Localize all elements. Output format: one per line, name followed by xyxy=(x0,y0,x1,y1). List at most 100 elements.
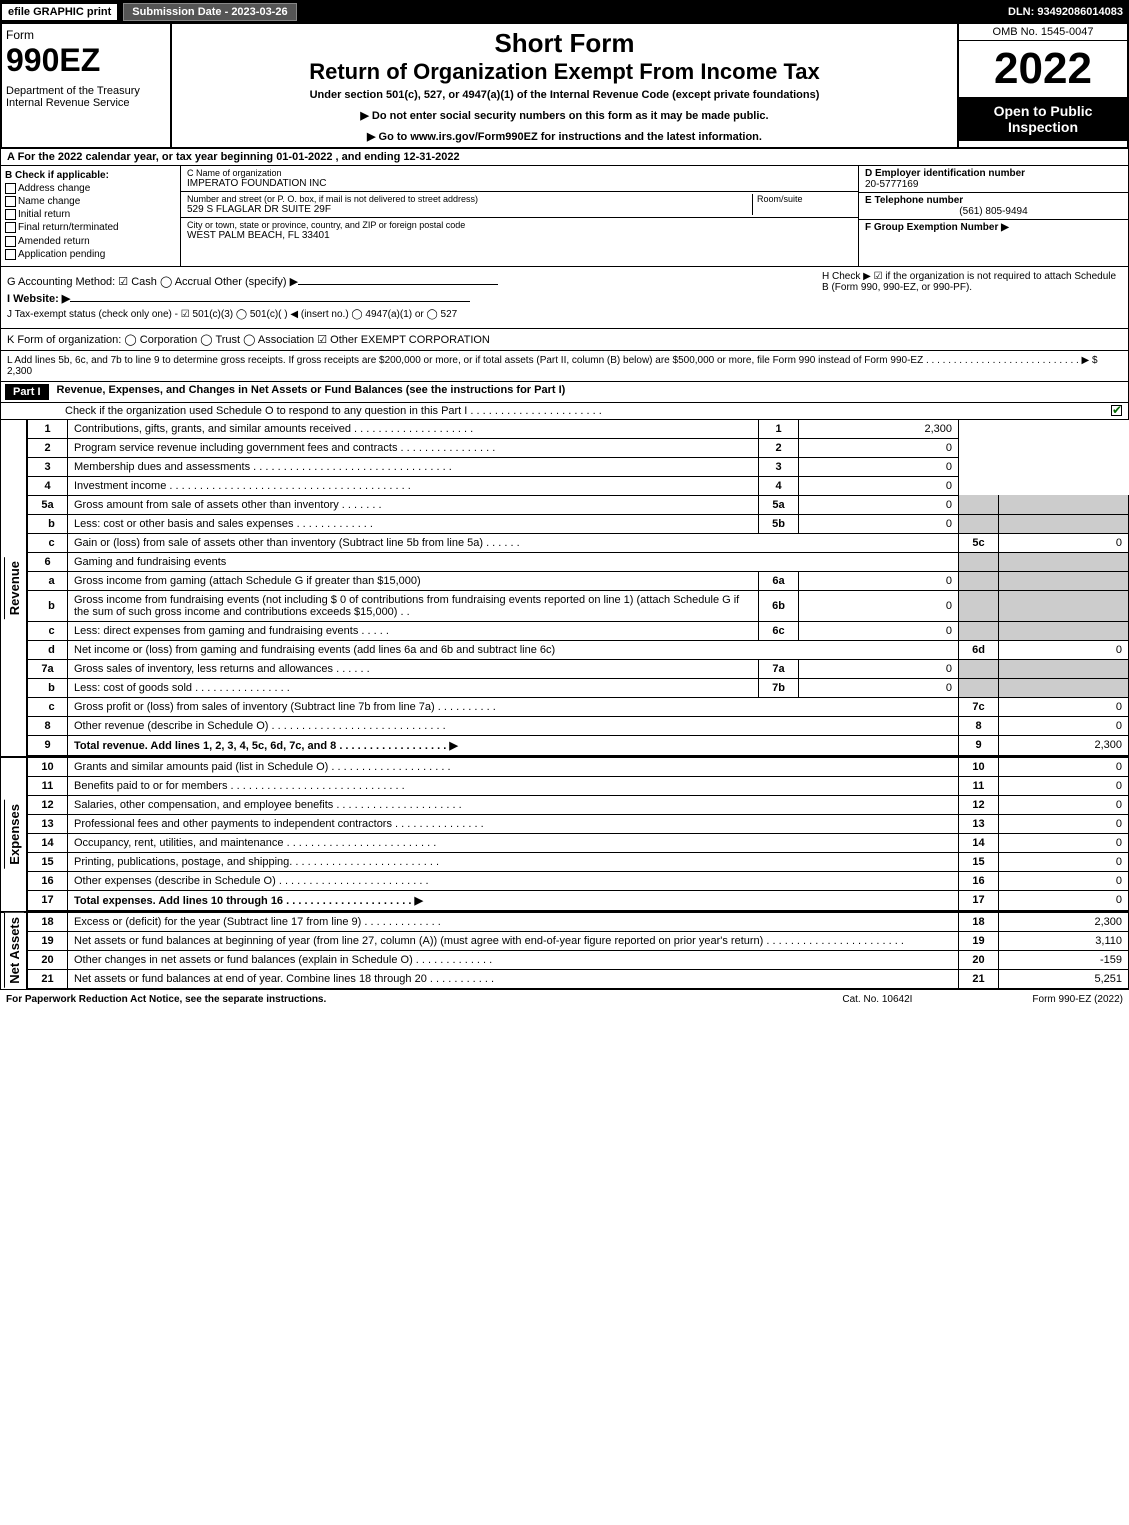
check-name-change[interactable]: Name change xyxy=(5,196,176,207)
line-ref: 15 xyxy=(959,852,999,871)
section-b-header: B Check if applicable: xyxy=(5,170,176,181)
table-row: cLess: direct expenses from gaming and f… xyxy=(28,621,1129,640)
check-application-pending[interactable]: Application pending xyxy=(5,249,176,260)
ein-value: 20-5777169 xyxy=(865,179,918,190)
line-amount: 0 xyxy=(999,640,1129,659)
form-ref: Form 990-EZ (2022) xyxy=(1032,994,1123,1005)
shade-cell xyxy=(959,590,999,621)
section-e: E Telephone number (561) 805-9494 xyxy=(859,193,1128,220)
table-row: 21Net assets or fund balances at end of … xyxy=(28,969,1129,988)
line-desc: Gross profit or (loss) from sales of inv… xyxy=(68,697,959,716)
revenue-vlabel: Revenue xyxy=(4,557,24,619)
shade-cell xyxy=(959,621,999,640)
table-row: cGain or (loss) from sale of assets othe… xyxy=(28,533,1129,552)
line-num: 10 xyxy=(28,758,68,777)
line-desc: Program service revenue including govern… xyxy=(68,438,759,457)
line-ref: 1 xyxy=(759,420,799,439)
shade-cell xyxy=(959,571,999,590)
form-number: 990EZ xyxy=(6,42,166,79)
line-num: 5a xyxy=(28,495,68,514)
check-initial-return[interactable]: Initial return xyxy=(5,209,176,220)
line-amount: 2,300 xyxy=(799,420,959,439)
inline-amount: 0 xyxy=(799,659,959,678)
efile-print-button[interactable]: efile GRAPHIC print xyxy=(0,2,119,22)
check-final-return[interactable]: Final return/terminated xyxy=(5,222,176,233)
check-label: Initial return xyxy=(18,209,70,220)
line-num: 4 xyxy=(28,476,68,495)
shade-cell xyxy=(999,571,1129,590)
line-num: d xyxy=(28,640,68,659)
table-row: 20Other changes in net assets or fund ba… xyxy=(28,950,1129,969)
line-desc: Occupancy, rent, utilities, and maintena… xyxy=(68,833,959,852)
other-specify-input[interactable] xyxy=(298,284,498,285)
line-amount: 0 xyxy=(999,814,1129,833)
line-num: 9 xyxy=(28,735,68,755)
inline-box: 5a xyxy=(759,495,799,514)
line-num: 20 xyxy=(28,950,68,969)
line-amount: 0 xyxy=(799,476,959,495)
schedule-o-checkbox[interactable] xyxy=(1111,405,1122,416)
line-ref: 4 xyxy=(759,476,799,495)
inline-amount: 0 xyxy=(799,495,959,514)
line-amount: 3,110 xyxy=(999,931,1129,950)
phone-label: E Telephone number xyxy=(865,195,963,206)
table-row: 9Total revenue. Add lines 1, 2, 3, 4, 5c… xyxy=(28,735,1129,755)
line-desc: Membership dues and assessments . . . . … xyxy=(68,457,759,476)
org-city: WEST PALM BEACH, FL 33401 xyxy=(187,230,852,241)
table-row: 8Other revenue (describe in Schedule O) … xyxy=(28,716,1129,735)
table-row: 4Investment income . . . . . . . . . . .… xyxy=(28,476,1129,495)
line-num: 1 xyxy=(28,420,68,439)
revenue-table: 1Contributions, gifts, grants, and simil… xyxy=(27,420,1129,756)
table-row: dNet income or (loss) from gaming and fu… xyxy=(28,640,1129,659)
shade-cell xyxy=(959,678,999,697)
part-i-subtitle: Check if the organization used Schedule … xyxy=(5,405,1111,417)
line-num: 8 xyxy=(28,716,68,735)
header-center: Short Form Return of Organization Exempt… xyxy=(172,24,957,147)
line-amount: 0 xyxy=(999,890,1129,910)
line-desc: Less: cost of goods sold . . . . . . . .… xyxy=(68,678,759,697)
line-num: c xyxy=(28,621,68,640)
line-num: 13 xyxy=(28,814,68,833)
line-num: b xyxy=(28,678,68,697)
line-desc: Net assets or fund balances at beginning… xyxy=(68,931,959,950)
table-row: 5aGross amount from sale of assets other… xyxy=(28,495,1129,514)
section-ghij: G Accounting Method: ☑ Cash ◯ Accrual Ot… xyxy=(0,267,1129,329)
ein-label: D Employer identification number xyxy=(865,168,1025,179)
cat-no: Cat. No. 10642I xyxy=(842,994,912,1005)
line-desc: Benefits paid to or for members . . . . … xyxy=(68,776,959,795)
check-address-change[interactable]: Address change xyxy=(5,183,176,194)
table-row: cGross profit or (loss) from sales of in… xyxy=(28,697,1129,716)
inline-amount: 0 xyxy=(799,621,959,640)
line-num: 12 xyxy=(28,795,68,814)
tax-year: 2022 xyxy=(959,41,1127,97)
inline-box: 7a xyxy=(759,659,799,678)
check-label: Address change xyxy=(18,183,90,194)
department: Department of the Treasury Internal Reve… xyxy=(6,85,166,109)
irs-link[interactable]: ▶ Go to www.irs.gov/Form990EZ for instru… xyxy=(176,130,953,143)
line-num: 19 xyxy=(28,931,68,950)
line-num: 6 xyxy=(28,552,68,571)
title-short-form: Short Form xyxy=(176,28,953,59)
shade-cell xyxy=(959,552,999,571)
line-desc: Excess or (deficit) for the year (Subtra… xyxy=(68,913,959,932)
line-num: 16 xyxy=(28,871,68,890)
line-ref: 13 xyxy=(959,814,999,833)
org-name-label: C Name of organization xyxy=(187,168,852,178)
check-label: Amended return xyxy=(18,236,90,247)
line-ref: 21 xyxy=(959,969,999,988)
table-row: aGross income from gaming (attach Schedu… xyxy=(28,571,1129,590)
check-amended-return[interactable]: Amended return xyxy=(5,236,176,247)
line-amount: 0 xyxy=(999,697,1129,716)
form-label: Form xyxy=(6,28,166,42)
line-num: 15 xyxy=(28,852,68,871)
website-input[interactable] xyxy=(70,301,470,302)
shade-cell xyxy=(999,590,1129,621)
line-amount: 0 xyxy=(999,795,1129,814)
expenses-section: Expenses 10Grants and similar amounts pa… xyxy=(0,756,1129,911)
line-amount: 0 xyxy=(799,438,959,457)
table-row: bLess: cost or other basis and sales exp… xyxy=(28,514,1129,533)
revenue-section: Revenue 1Contributions, gifts, grants, a… xyxy=(0,420,1129,756)
table-row: 7aGross sales of inventory, less returns… xyxy=(28,659,1129,678)
subtitle: Under section 501(c), 527, or 4947(a)(1)… xyxy=(176,89,953,101)
table-row: 11Benefits paid to or for members . . . … xyxy=(28,776,1129,795)
